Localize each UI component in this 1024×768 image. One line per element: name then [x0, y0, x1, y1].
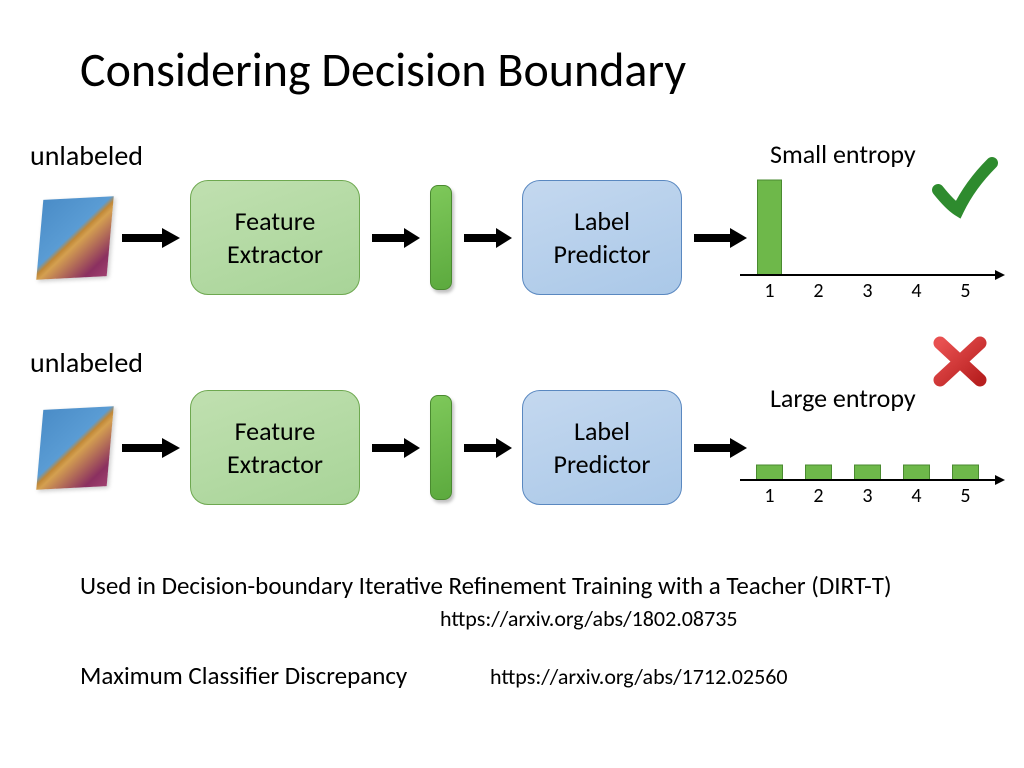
svg-text:5: 5: [960, 484, 970, 508]
svg-text:4: 4: [911, 484, 921, 508]
label-predictor-label: Label Predictor: [554, 205, 651, 270]
footer-line2: Maximum Classifier Discrepancy: [80, 660, 407, 693]
svg-text:5: 5: [960, 279, 970, 303]
arrow-icon: [462, 227, 512, 249]
label-predictor-label: Label Predictor: [554, 415, 651, 480]
svg-text:2: 2: [813, 484, 823, 508]
svg-text:2: 2: [813, 279, 823, 303]
footer-url2: https://arxiv.org/abs/1712.02560: [490, 663, 788, 690]
feature-vector-icon: [430, 395, 452, 500]
svg-text:3: 3: [862, 279, 872, 303]
feature-extractor-block: Feature Extractor: [190, 390, 360, 505]
pipeline-row-1: Feature Extractor Label Predictor: [40, 180, 757, 295]
feature-extractor-label: Feature Extractor: [227, 415, 323, 480]
label-predictor-block: Label Predictor: [522, 390, 682, 505]
large-entropy-chart: 1 2 3 4 5: [735, 400, 1005, 535]
crossmark-icon: [930, 335, 990, 395]
arrow-icon: [120, 437, 180, 459]
svg-text:3: 3: [862, 484, 872, 508]
large-entropy-label: Large entropy: [770, 382, 916, 414]
footer-line1: Used in Decision-boundary Iterative Refi…: [80, 570, 930, 603]
arrow-icon: [370, 227, 420, 249]
feature-extractor-block: Feature Extractor: [190, 180, 360, 295]
row1-label: unlabeled: [30, 138, 143, 173]
small-entropy-label: Small entropy: [770, 138, 916, 170]
checkmark-icon: [930, 155, 1000, 225]
svg-text:1: 1: [764, 279, 774, 303]
arrow-icon: [462, 437, 512, 459]
feature-extractor-label: Feature Extractor: [227, 205, 323, 270]
svg-text:4: 4: [911, 279, 921, 303]
label-predictor-block: Label Predictor: [522, 180, 682, 295]
pipeline-row-2: Feature Extractor Label Predictor: [40, 390, 757, 505]
arrow-icon: [370, 437, 420, 459]
footer-url1: https://arxiv.org/abs/1802.08735: [440, 605, 738, 632]
row2-label: unlabeled: [30, 345, 143, 380]
svg-text:1: 1: [764, 484, 774, 508]
feature-vector-icon: [430, 185, 452, 290]
input-image-icon: [36, 196, 113, 280]
input-image-icon: [36, 406, 113, 490]
slide-title: Considering Decision Boundary: [80, 40, 686, 99]
arrow-icon: [120, 227, 180, 249]
